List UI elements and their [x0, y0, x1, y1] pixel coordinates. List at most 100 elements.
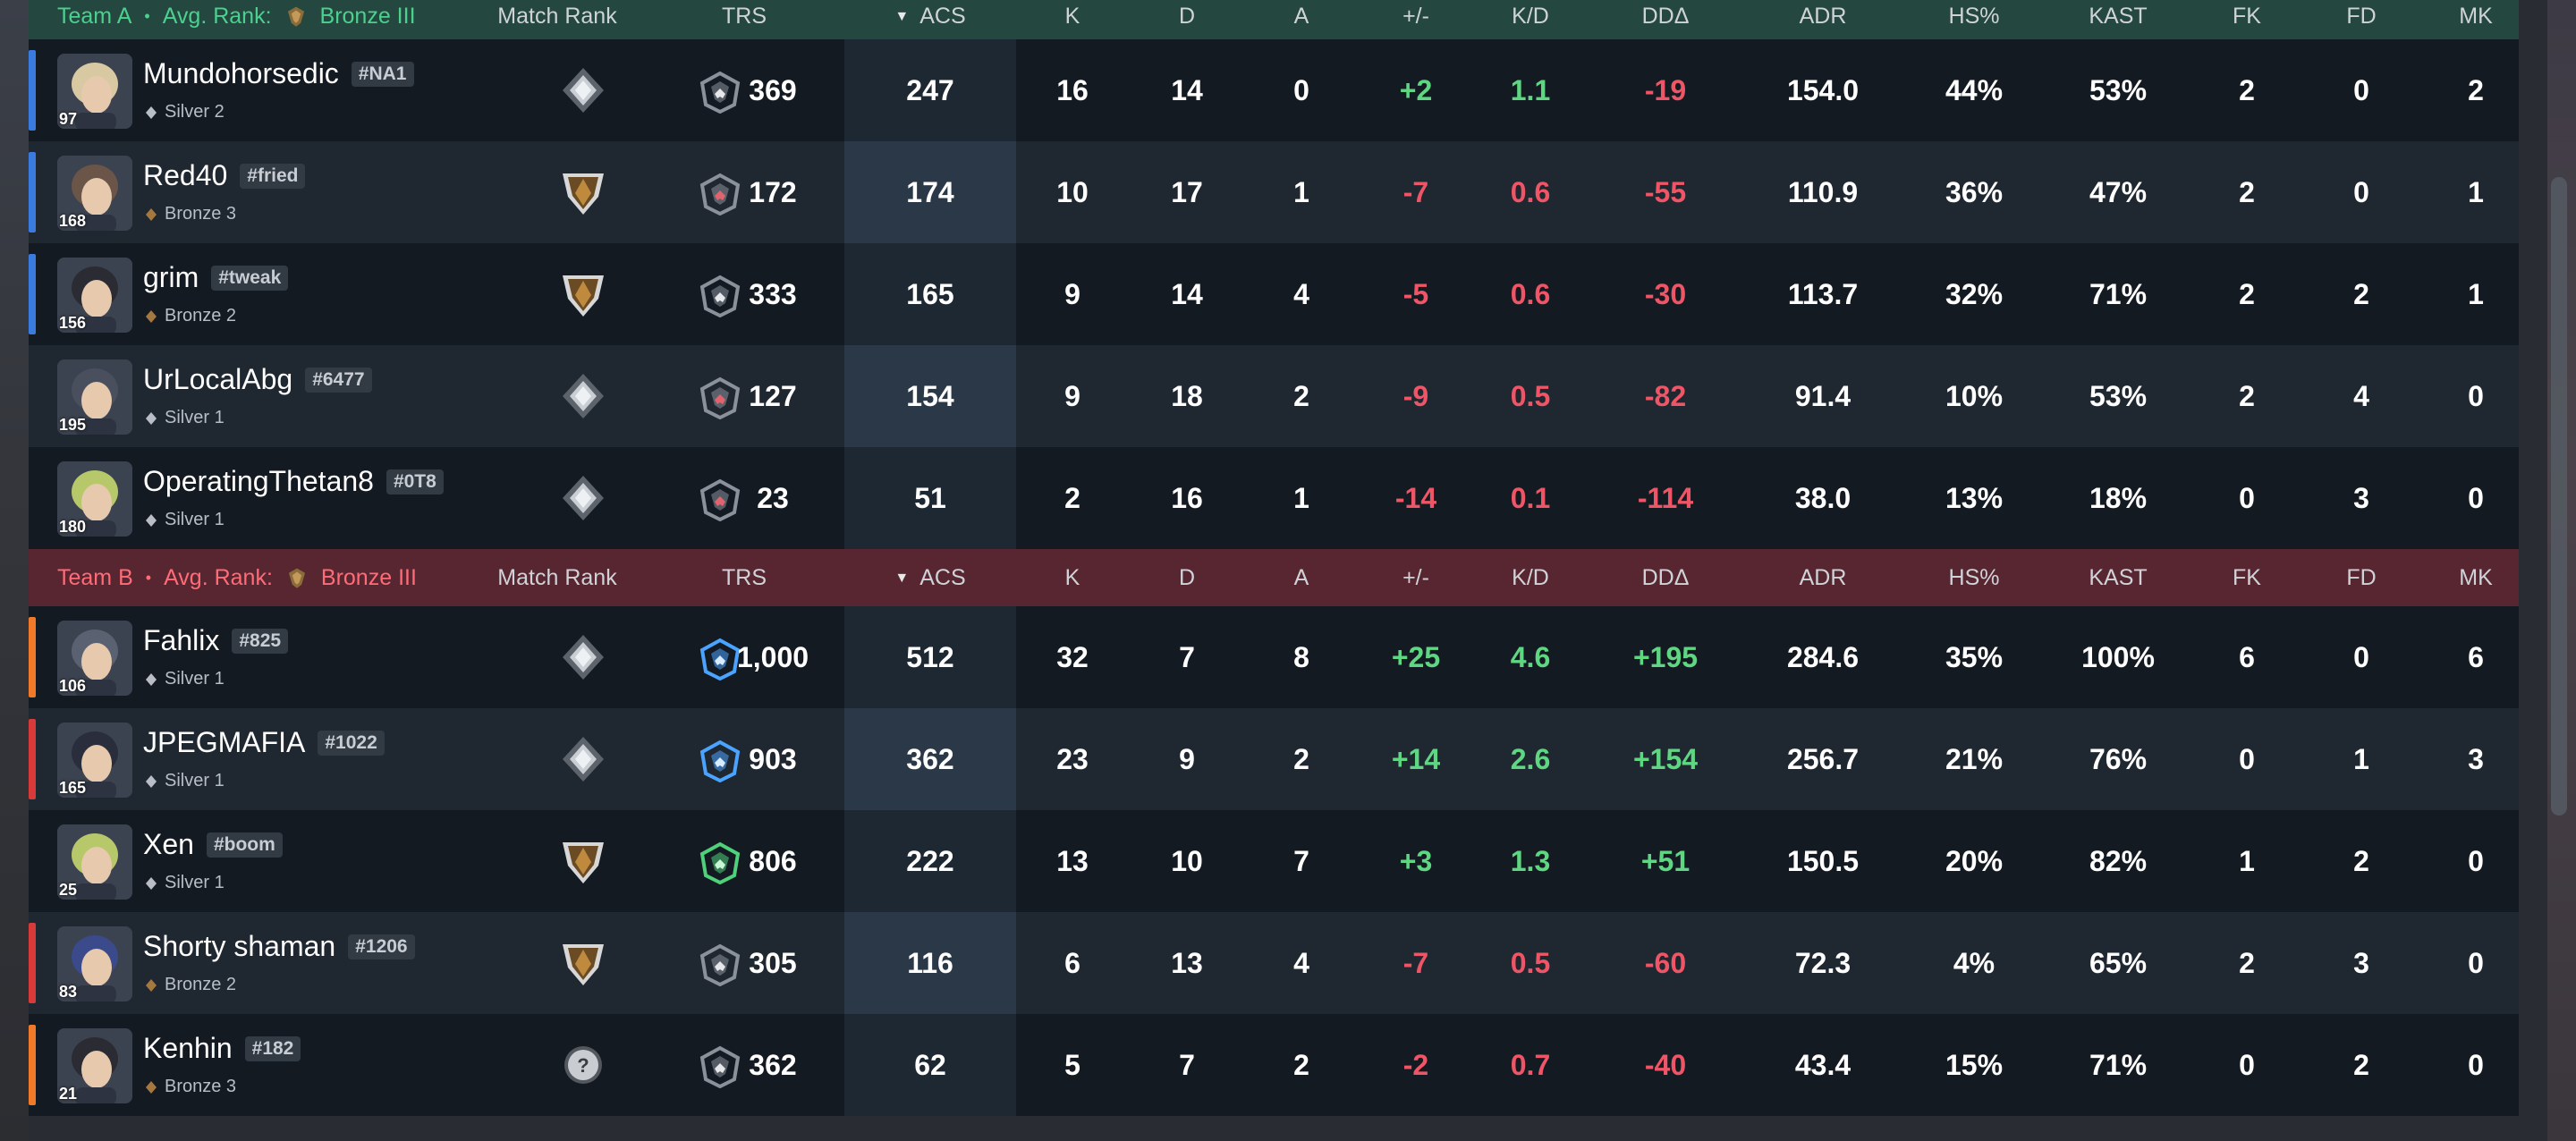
player-tag: #fried [240, 163, 306, 189]
plus-minus-value: -5 [1402, 277, 1429, 310]
player-name[interactable]: Xen [143, 828, 194, 860]
col-header-adr[interactable]: ADR [1799, 564, 1847, 590]
trs-value: 369 [749, 73, 797, 106]
col-header-acs[interactable]: ▼ ACS [894, 564, 966, 590]
col-header-plus-minus[interactable]: +/- [1402, 564, 1429, 590]
player-name[interactable]: Red40 [143, 159, 228, 191]
player-rank: Silver 2 [145, 102, 225, 123]
agent-avatar[interactable]: 156 [57, 258, 132, 333]
player-name[interactable]: UrLocalAbg [143, 363, 293, 395]
player-name[interactable]: grim [143, 261, 199, 293]
player-level: 165 [59, 779, 87, 797]
col-header-d[interactable]: D [1178, 564, 1196, 590]
col-header-dd[interactable]: DDΔ [1641, 564, 1690, 590]
scrollbar-thumb[interactable] [2551, 177, 2567, 816]
col-header-a[interactable]: A [1293, 3, 1309, 29]
col-header-match-rank[interactable]: Match Rank [497, 564, 617, 590]
agent-avatar[interactable]: 83 [57, 926, 132, 1002]
player-row[interactable]: 168 Red40 #fried Bronze 3 172 174 10 17 … [29, 141, 2519, 243]
col-header-fd[interactable]: FD [2346, 564, 2377, 590]
player-name-group[interactable]: Mundohorsedic #NA1 [143, 57, 414, 90]
kills-value: 32 [1056, 640, 1089, 673]
agent-avatar[interactable]: 25 [57, 824, 132, 900]
col-header-k[interactable]: K [1064, 564, 1080, 590]
agent-avatar[interactable]: 195 [57, 359, 132, 435]
agent-avatar[interactable]: 180 [57, 461, 132, 537]
player-level: 168 [59, 212, 87, 230]
col-header-kd[interactable]: K/D [1512, 564, 1549, 590]
acs-highlight-band [844, 141, 1016, 243]
col-header-a[interactable]: A [1293, 564, 1309, 590]
col-header-hs[interactable]: HS% [1948, 3, 2000, 29]
player-row[interactable]: 25 Xen #boom Silver 1 806 222 13 10 7 +3… [29, 810, 2519, 912]
kast-value: 18% [2089, 481, 2148, 514]
col-header-kast[interactable]: KAST [2089, 3, 2148, 29]
col-header-plus-minus[interactable]: +/- [1402, 3, 1429, 29]
player-name-group[interactable]: OperatingThetan8 #0T8 [143, 465, 444, 498]
col-header-d[interactable]: D [1178, 3, 1196, 29]
plus-minus-value: -7 [1402, 946, 1429, 979]
col-header-hs[interactable]: HS% [1948, 564, 2000, 590]
trs-value: 806 [749, 844, 797, 877]
player-level: 180 [59, 518, 87, 536]
col-header-kd[interactable]: K/D [1512, 3, 1549, 29]
player-row[interactable]: 156 grim #tweak Bronze 2 333 165 9 14 4 … [29, 243, 2519, 345]
player-name-group[interactable]: UrLocalAbg #6477 [143, 363, 372, 396]
acs-value: 247 [906, 73, 954, 106]
team-a-avg-rank-label: Avg. Rank: [162, 3, 272, 29]
agent-portrait-icon [57, 258, 132, 333]
player-row[interactable]: 195 UrLocalAbg #6477 Silver 1 127 154 9 … [29, 345, 2519, 447]
player-name[interactable]: Kenhin [143, 1032, 233, 1064]
player-row[interactable]: 180 OperatingThetan8 #0T8 Silver 1 23 51… [29, 447, 2519, 549]
col-header-trs[interactable]: TRS [722, 564, 767, 590]
col-header-trs[interactable]: TRS [722, 3, 767, 29]
player-row[interactable]: 165 JPEGMAFIA #1022 Silver 1 903 362 23 … [29, 708, 2519, 810]
bronze-rank-icon [288, 568, 306, 588]
col-header-dd[interactable]: DDΔ [1641, 3, 1690, 29]
player-row[interactable]: 21 Kenhin #182 Bronze 3 ? 362 62 5 7 2 -… [29, 1014, 2519, 1116]
player-name-group[interactable]: Shorty shaman #1206 [143, 930, 415, 963]
player-row[interactable]: 97 Mundohorsedic #NA1 Silver 2 369 247 1… [29, 39, 2519, 141]
player-tag: #NA1 [351, 61, 414, 87]
col-header-fk[interactable]: FK [2233, 3, 2261, 29]
player-name[interactable]: OperatingThetan8 [143, 465, 374, 497]
agent-avatar[interactable]: 165 [57, 723, 132, 798]
player-name[interactable]: Mundohorsedic [143, 57, 339, 89]
deaths-value: 16 [1171, 481, 1203, 514]
player-name-group[interactable]: JPEGMAFIA #1022 [143, 726, 385, 759]
col-header-acs[interactable]: ▼ ACS [894, 3, 966, 29]
dd-value: +195 [1632, 640, 1699, 673]
agent-avatar[interactable]: 21 [57, 1028, 132, 1103]
player-name[interactable]: Fahlix [143, 624, 220, 656]
dd-value: +51 [1640, 844, 1690, 877]
agent-portrait-icon [57, 461, 132, 537]
fk-value: 2 [2239, 277, 2255, 310]
col-header-match-rank[interactable]: Match Rank [497, 3, 617, 29]
col-header-k[interactable]: K [1064, 3, 1080, 29]
agent-avatar[interactable]: 106 [57, 621, 132, 696]
player-name-group[interactable]: Kenhin #182 [143, 1032, 301, 1065]
col-header-fk[interactable]: FK [2233, 564, 2261, 590]
player-rank-label: Bronze 2 [165, 975, 237, 994]
player-name[interactable]: JPEGMAFIA [143, 726, 306, 758]
player-name-group[interactable]: Fahlix #825 [143, 624, 289, 657]
trs-tier-icon [699, 478, 741, 521]
kd-value: 0.5 [1510, 379, 1551, 412]
col-header-kast[interactable]: KAST [2089, 564, 2148, 590]
col-header-mk[interactable]: MK [2459, 3, 2493, 29]
small-rank-icon [146, 207, 157, 221]
team-color-strip [29, 617, 36, 697]
player-name-group[interactable]: Red40 #fried [143, 159, 306, 192]
player-row[interactable]: 83 Shorty shaman #1206 Bronze 2 305 116 … [29, 912, 2519, 1014]
player-name-group[interactable]: grim #tweak [143, 261, 289, 294]
player-name-group[interactable]: Xen #boom [143, 828, 283, 861]
col-header-adr[interactable]: ADR [1799, 3, 1847, 29]
agent-avatar[interactable]: 97 [57, 54, 132, 129]
trs-tier-icon [699, 376, 741, 419]
hs-value: 15% [1945, 1048, 2004, 1081]
player-row[interactable]: 106 Fahlix #825 Silver 1 1,000 512 32 7 … [29, 606, 2519, 708]
player-name[interactable]: Shorty shaman [143, 930, 336, 962]
col-header-mk[interactable]: MK [2459, 564, 2493, 590]
agent-avatar[interactable]: 168 [57, 156, 132, 231]
col-header-fd[interactable]: FD [2346, 3, 2377, 29]
